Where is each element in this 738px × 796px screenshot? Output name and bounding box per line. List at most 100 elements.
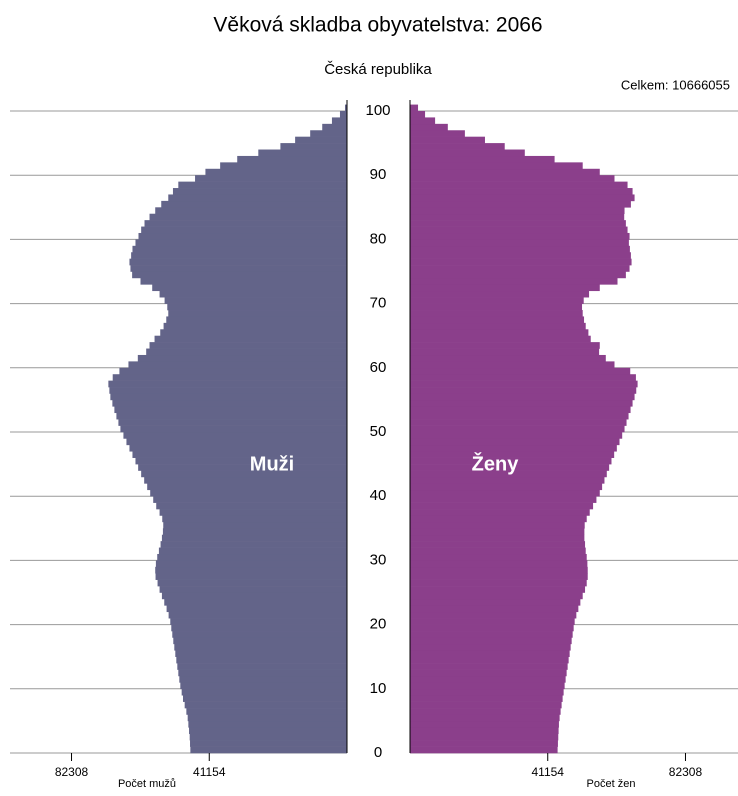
bar <box>410 643 571 651</box>
bar <box>178 669 347 677</box>
bar <box>410 220 626 227</box>
bar <box>161 200 347 208</box>
bar <box>174 643 347 651</box>
bar <box>168 611 347 619</box>
x-axis-label-right: Počet žen <box>587 778 636 790</box>
bar <box>410 393 635 401</box>
bar <box>410 605 579 613</box>
bar <box>149 342 347 349</box>
bar <box>138 464 347 471</box>
bar <box>410 663 568 670</box>
y-tick-label: 0 <box>374 744 382 761</box>
y-tick-label: 80 <box>370 230 387 247</box>
bar <box>141 226 347 234</box>
bar <box>172 188 347 195</box>
bar <box>410 207 625 215</box>
bar <box>135 239 347 247</box>
bar <box>183 695 347 702</box>
bar <box>410 175 615 182</box>
bar <box>410 598 581 606</box>
bar <box>410 354 606 362</box>
bar <box>410 534 585 542</box>
chart-subtitle: Česká republika <box>324 61 432 78</box>
bar <box>178 181 347 189</box>
x-tick-label: 82308 <box>55 765 89 779</box>
bar <box>410 136 485 144</box>
bar <box>152 284 347 292</box>
bar <box>164 598 347 606</box>
bar <box>410 720 559 728</box>
bar <box>161 534 347 542</box>
bar <box>135 457 347 465</box>
bar <box>410 143 505 150</box>
bar <box>160 329 347 336</box>
bar <box>410 483 603 491</box>
bar <box>410 457 612 465</box>
bar <box>410 335 591 343</box>
x-tick-label: 41154 <box>193 765 226 779</box>
bar <box>410 239 629 247</box>
total-annotation: Celkem: 10666055 <box>621 77 730 92</box>
bar <box>258 149 347 157</box>
bar <box>132 451 347 458</box>
bar <box>137 354 347 362</box>
bar <box>108 380 347 388</box>
bar <box>410 155 555 163</box>
bar <box>410 489 600 497</box>
bar <box>410 168 600 176</box>
bar <box>280 143 347 150</box>
bar <box>160 541 347 548</box>
bar <box>410 502 594 510</box>
series-label: Ženy <box>472 451 520 475</box>
bar <box>410 547 586 555</box>
bar <box>190 746 347 754</box>
bar <box>129 444 347 452</box>
bar <box>410 342 600 349</box>
bar <box>410 111 426 118</box>
bar <box>159 290 347 298</box>
bar <box>186 708 347 715</box>
y-tick-label: 70 <box>370 295 387 312</box>
bar <box>179 675 347 683</box>
bar <box>150 489 347 497</box>
bar <box>410 310 583 317</box>
y-tick-label: 90 <box>370 166 387 183</box>
bar <box>410 573 588 580</box>
bar <box>410 650 570 657</box>
bar <box>138 232 347 240</box>
bar <box>144 476 347 484</box>
bar <box>166 316 347 324</box>
bar <box>123 432 347 439</box>
bar <box>189 733 347 741</box>
y-tick-label: 20 <box>370 616 387 633</box>
bar <box>410 316 585 324</box>
bar <box>410 329 589 336</box>
bar <box>184 701 347 709</box>
bar <box>410 631 573 638</box>
bar <box>153 496 347 503</box>
bar <box>410 515 587 523</box>
bar <box>410 733 559 741</box>
bar <box>154 335 347 343</box>
bar <box>177 663 347 670</box>
bar <box>163 521 347 529</box>
bar <box>155 207 347 215</box>
bar <box>410 727 559 735</box>
series-label: Muži <box>250 453 294 475</box>
bar <box>176 656 347 664</box>
bar <box>155 573 347 580</box>
bar <box>162 515 347 523</box>
bar <box>410 226 628 234</box>
bar <box>220 162 347 170</box>
bar <box>410 290 590 298</box>
bar <box>410 509 590 516</box>
bar <box>410 470 607 478</box>
bar <box>410 451 615 458</box>
bar <box>410 303 583 311</box>
bar <box>410 322 586 330</box>
y-tick-label: 50 <box>370 423 387 440</box>
y-tick-label: 10 <box>370 680 387 697</box>
bar <box>410 104 419 112</box>
bar <box>410 117 436 125</box>
